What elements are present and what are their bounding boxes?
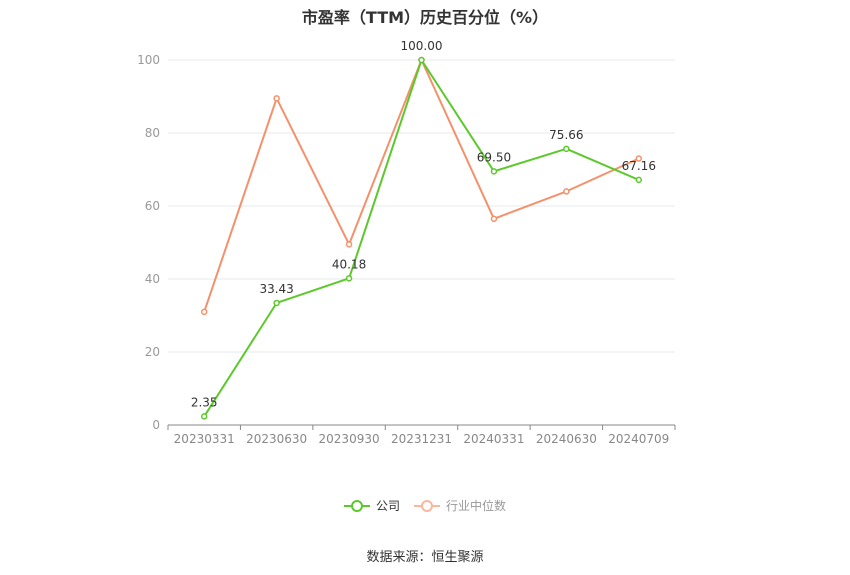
y-tick-label-20: 20 (145, 345, 160, 359)
y-axis: 0 20 40 60 80 100 (137, 53, 160, 432)
point-industry-0 (200, 308, 208, 316)
point-company-5 (563, 145, 570, 153)
legend-label-company: 公司 (375, 499, 400, 513)
legend-item-company[interactable]: 公司 (343, 497, 400, 514)
data-label-company-5: 75.66 (549, 128, 583, 142)
x-tick-label-20240331: 20240331 (463, 432, 524, 446)
point-company-2 (345, 275, 353, 282)
point-company-4 (490, 168, 498, 175)
point-industry-5 (563, 188, 570, 195)
data-source: 数据来源：恒生聚源 (366, 550, 484, 565)
legend-marker-industry (414, 499, 440, 512)
data-label-company-0: 2.35 (191, 395, 218, 409)
data-label-company-1: 33.43 (259, 282, 293, 296)
legend-marker-company (343, 499, 370, 512)
y-tick-label-80: 80 (145, 126, 160, 140)
x-tick-label-20240630: 20240630 (536, 432, 597, 446)
legend: 公司 行业中位数 (0, 497, 850, 514)
data-label-company-2: 40.18 (332, 257, 366, 271)
y-tick-label-40: 40 (145, 272, 160, 286)
point-industry-4 (490, 215, 498, 223)
point-industry-1 (273, 95, 280, 102)
data-label-company-4: 69.50 (477, 150, 511, 164)
x-tick-label-20231231: 20231231 (391, 432, 452, 446)
data-label-company-6: 67.16 (622, 159, 656, 173)
x-tick-label-20230331: 20230331 (174, 432, 235, 446)
series-layer (200, 56, 643, 420)
y-tick-label-100: 100 (137, 53, 160, 67)
series-line-industry (203, 59, 640, 313)
x-axis: 20230331 20230630 20230930 20231231 20240331… (167, 424, 676, 446)
data-labels: 2.35 33.43 40.18 100.00 69.50 75.66 67.16 (191, 39, 656, 409)
legend-label-industry: 行业中位数 (446, 499, 507, 513)
point-company-6 (635, 176, 643, 184)
point-company-1 (273, 299, 280, 307)
legend-item-industry[interactable]: 行业中位数 (414, 497, 506, 514)
point-company-0 (200, 413, 208, 420)
x-tick-label-20240709: 20240709 (608, 432, 669, 446)
grid-lines (168, 59, 675, 353)
series-line-company (203, 59, 640, 417)
point-industry-2 (345, 241, 353, 248)
data-label-company-3: 100.00 (401, 39, 443, 53)
x-tick-label-20230930: 20230930 (319, 432, 380, 446)
y-tick-label-60: 60 (145, 199, 160, 213)
x-tick-label-20230630: 20230630 (246, 432, 307, 446)
chart-title: 市盈率（TTM）历史百分位（%） (301, 8, 549, 27)
point-industry-6 (635, 155, 643, 162)
point-company-3 (418, 56, 425, 64)
y-tick-label-0: 0 (152, 418, 160, 432)
